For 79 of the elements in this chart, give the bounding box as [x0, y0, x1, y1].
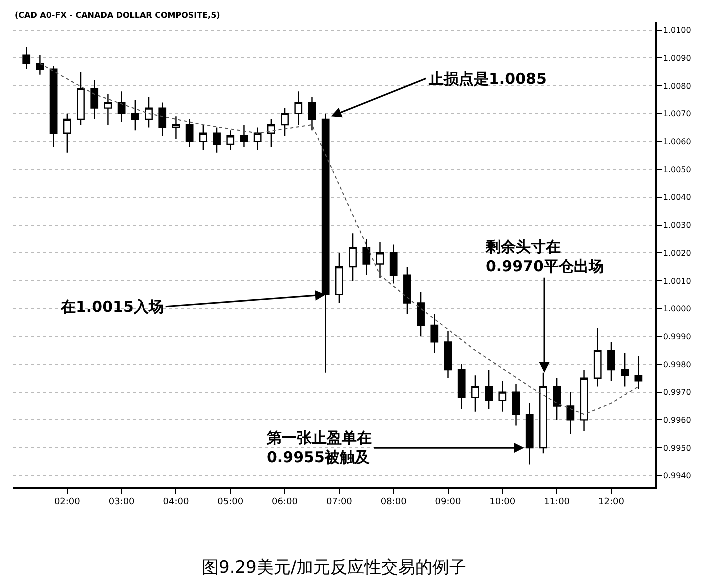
x-tick-label: 11:00: [544, 498, 570, 508]
x-tick-label: 02:00: [54, 498, 81, 508]
x-tick-label: 08:00: [380, 498, 408, 508]
candlestick: [458, 364, 466, 410]
y-tick-label: 0.9950: [663, 444, 692, 453]
candlestick: [472, 375, 480, 412]
y-tick-label: 1.0050: [663, 165, 692, 174]
y-tick-label: 1.0070: [663, 110, 692, 119]
candlestick: [526, 402, 534, 466]
y-tick-label: 0.9980: [663, 360, 692, 370]
candlestick: [444, 330, 452, 380]
candlestick: [90, 80, 99, 120]
candlestick: [50, 66, 58, 148]
candlestick: [553, 378, 561, 421]
candlestick: [580, 369, 588, 432]
y-tick-label: 1.0040: [663, 193, 692, 202]
candlestick: [294, 91, 303, 126]
candlestick: [634, 356, 643, 390]
candlestick: [417, 291, 425, 338]
y-tick-label: 1.0030: [663, 221, 692, 230]
candlestick: [22, 46, 31, 70]
x-tick-label: 03:00: [108, 498, 136, 508]
candlestick: [281, 108, 289, 137]
y-tick-label: 0.9940: [663, 472, 692, 481]
candlestick: [77, 72, 85, 126]
y-tick-label: 1.0010: [663, 276, 692, 286]
annotation: 止损点是1.0085: [428, 70, 547, 88]
annotation: 在1.0015入场: [60, 298, 164, 316]
candlestick: [621, 352, 630, 388]
caption: 图9.29美元/加元反应性交易的例子: [202, 558, 467, 578]
candlestick: [240, 124, 248, 148]
candlestick: [336, 252, 344, 304]
candlestick: [362, 238, 371, 276]
candlestick: [608, 342, 616, 382]
y-tick-label: 1.0100: [663, 26, 692, 36]
candlestick: [485, 369, 493, 410]
candlestick: [566, 392, 575, 435]
line-series: [40, 63, 640, 416]
candlestick: [254, 127, 262, 151]
x-tick-label: 05:00: [218, 498, 244, 508]
candlestick: [594, 328, 602, 388]
candlestick: [430, 314, 439, 354]
candlestick: [404, 266, 412, 315]
annotation: 第一张止盈单在 0.9955被触及: [266, 429, 372, 466]
x-tick-label: 04:00: [163, 498, 190, 508]
candlestick: [131, 99, 140, 132]
candlestick: [498, 380, 507, 412]
candlestick: [118, 91, 126, 123]
x-tick-label: 07:00: [326, 498, 353, 508]
y-tick-label: 1.0090: [663, 54, 692, 63]
y-tick-label: 1.0060: [663, 138, 692, 147]
candlestick: [172, 116, 180, 140]
x-tick-label: 06:00: [272, 498, 298, 508]
candlestick: [145, 96, 153, 128]
candlestick: [213, 127, 221, 154]
y-tick-label: 1.0080: [663, 82, 692, 91]
candlestick: [36, 54, 44, 76]
annotation: 剩余头寸在 0.9970平仓出场: [485, 238, 604, 276]
candlestick: [104, 94, 112, 126]
candlestick: [308, 96, 316, 132]
candlestick: [390, 244, 398, 284]
x-tick-label: 12:00: [598, 498, 625, 508]
candlestick: [268, 118, 276, 148]
candlestick: [226, 130, 235, 151]
y-tick-label: 1.0020: [663, 248, 692, 258]
candlestick: [349, 233, 357, 282]
candlestick: [199, 124, 208, 151]
candlestick: [63, 113, 72, 154]
x-tick-label: 10:00: [490, 498, 516, 508]
candlestick: [512, 383, 520, 426]
y-tick-label: 0.9960: [663, 416, 692, 425]
candlestick: [158, 102, 167, 137]
candlestick: [376, 241, 384, 279]
y-tick-label: 0.9970: [663, 388, 692, 398]
x-tick-label: 09:00: [435, 498, 462, 508]
candlestick: [186, 118, 194, 148]
chart-subtitle: (CAD A0-FX - CANADA DOLLAR COMPOSITE,5): [15, 11, 220, 20]
y-tick-label: 0.9990: [663, 332, 692, 342]
y-tick-label: 1.0000: [663, 304, 692, 314]
